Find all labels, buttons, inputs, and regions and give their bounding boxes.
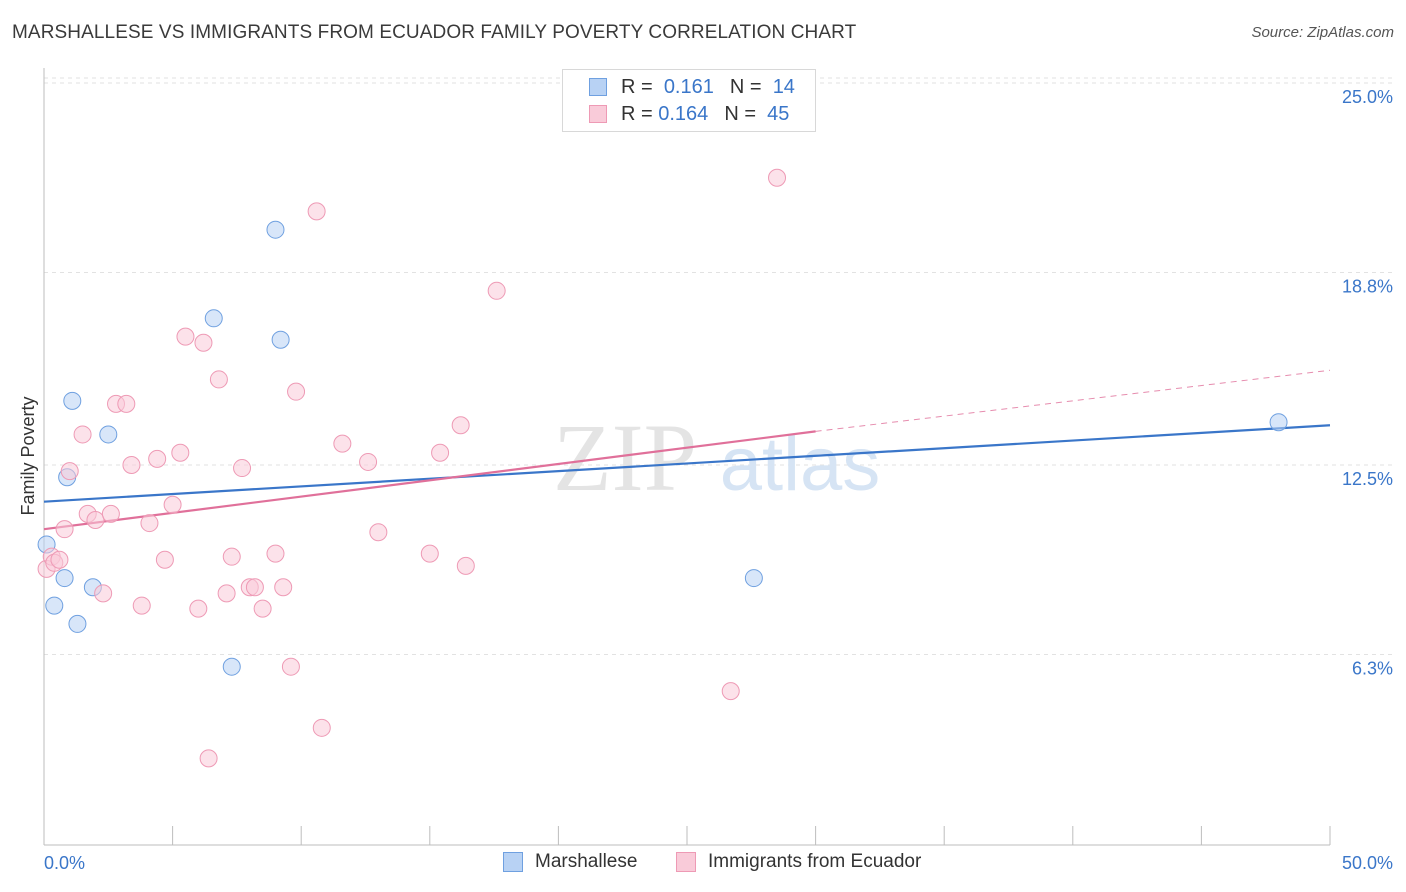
point-ecuador: [359, 452, 378, 471]
point-ecuador: [163, 495, 182, 514]
point-ecuador: [307, 202, 326, 221]
legend-n-value: 14: [772, 75, 795, 98]
point-ecuador: [245, 578, 264, 597]
point-ecuador: [768, 168, 787, 187]
point-ecuador: [94, 584, 113, 603]
point-ecuador: [194, 333, 213, 352]
watermark-atlas: atlas: [720, 422, 881, 507]
point-ecuador: [312, 718, 331, 737]
series-legend: Marshallese Immigrants from Ecuador: [0, 851, 1406, 877]
point-ecuador: [117, 394, 136, 413]
legend-row-marshallese: R = 0.161 N = 14: [589, 75, 795, 99]
trend-line-extension: [815, 369, 1331, 432]
legend-n-value: 45: [767, 102, 790, 125]
watermark-zip: ZIP: [553, 404, 697, 511]
trend-line-ecuador: [43, 430, 816, 531]
legend-r-value: 0.161: [663, 75, 714, 98]
point-ecuador: [451, 416, 470, 435]
point-ecuador: [148, 449, 167, 468]
legend-swatch-ecuador: [589, 105, 607, 123]
point-ecuador: [176, 327, 195, 346]
legend-label-ecuador: Immigrants from Ecuador: [708, 851, 922, 872]
point-ecuador: [140, 514, 159, 533]
point-ecuador: [287, 382, 306, 401]
x-tick-label-min: 0.0%: [44, 853, 85, 873]
point-ecuador: [122, 456, 141, 474]
source-label: Source: ZipAtlas.com: [1251, 24, 1394, 41]
legend-r-value: 0.164: [658, 102, 709, 125]
point-ecuador: [217, 584, 236, 603]
point-ecuador: [253, 599, 272, 618]
point-ecuador: [50, 550, 69, 569]
legend-item-marshallese[interactable]: Marshallese: [503, 851, 637, 873]
point-marshallese: [45, 596, 64, 615]
point-marshallese: [99, 425, 118, 444]
point-marshallese: [222, 657, 241, 676]
legend-row-ecuador: R = 0.164 N = 45: [589, 102, 789, 126]
point-ecuador: [721, 682, 740, 701]
point-marshallese: [271, 330, 290, 349]
point-marshallese: [63, 391, 82, 410]
point-marshallese: [1269, 413, 1288, 432]
y-tick-label: 18.8%: [1342, 276, 1393, 296]
point-ecuador: [55, 520, 74, 539]
chart-title: MARSHALLESE VS IMMIGRANTS FROM ECUADOR F…: [12, 22, 857, 43]
point-ecuador: [431, 443, 450, 462]
point-marshallese: [55, 569, 74, 588]
point-ecuador: [199, 749, 218, 768]
point-ecuador: [209, 370, 228, 389]
legend-swatch-marshallese: [503, 852, 523, 872]
x-tick-label-max: 50.0%: [1342, 853, 1393, 873]
point-ecuador: [73, 425, 92, 444]
y-tick-label: 25.0%: [1342, 87, 1393, 107]
point-ecuador: [171, 443, 190, 462]
point-ecuador: [369, 523, 388, 542]
point-ecuador: [86, 511, 105, 530]
stats-legend: R = 0.161 N = 14 R = 0.164 N = 45: [562, 69, 816, 132]
point-marshallese: [68, 614, 87, 633]
legend-swatch-ecuador: [676, 852, 696, 872]
legend-swatch-marshallese: [589, 78, 607, 96]
axes: [43, 68, 1331, 846]
point-ecuador: [333, 434, 352, 453]
point-ecuador: [487, 281, 506, 300]
point-marshallese: [744, 569, 763, 588]
y-tick-labels: 6.3% 12.5% 18.8% 25.0%: [1342, 87, 1393, 678]
point-ecuador: [189, 599, 208, 618]
y-tick-label: 6.3%: [1352, 658, 1393, 678]
legend-n-label: N =: [724, 102, 756, 125]
legend-label-marshallese: Marshallese: [535, 851, 638, 872]
y-axis-label: Family Poverty: [18, 396, 38, 515]
point-ecuador: [274, 578, 293, 597]
point-ecuador: [60, 462, 79, 481]
point-ecuador: [132, 596, 151, 615]
trend-line-marshallese: [43, 424, 1331, 503]
legend-item-ecuador[interactable]: Immigrants from Ecuador: [676, 851, 921, 873]
watermark: ZIP atlas: [553, 404, 880, 511]
point-ecuador: [266, 544, 285, 563]
point-ecuador: [281, 657, 300, 676]
point-ecuador: [456, 556, 475, 575]
legend-r-label: R =: [621, 102, 653, 125]
point-ecuador: [155, 550, 174, 569]
data-points: [37, 168, 1288, 768]
y-tick-label: 12.5%: [1342, 469, 1393, 489]
point-ecuador: [420, 544, 439, 563]
point-marshallese: [204, 309, 223, 328]
legend-r-label: R =: [621, 75, 653, 98]
point-marshallese: [266, 220, 285, 239]
point-ecuador: [222, 547, 241, 566]
point-ecuador: [233, 459, 252, 478]
gridlines: [44, 77, 1393, 655]
legend-n-label: N =: [729, 75, 762, 98]
point-ecuador: [101, 504, 120, 523]
